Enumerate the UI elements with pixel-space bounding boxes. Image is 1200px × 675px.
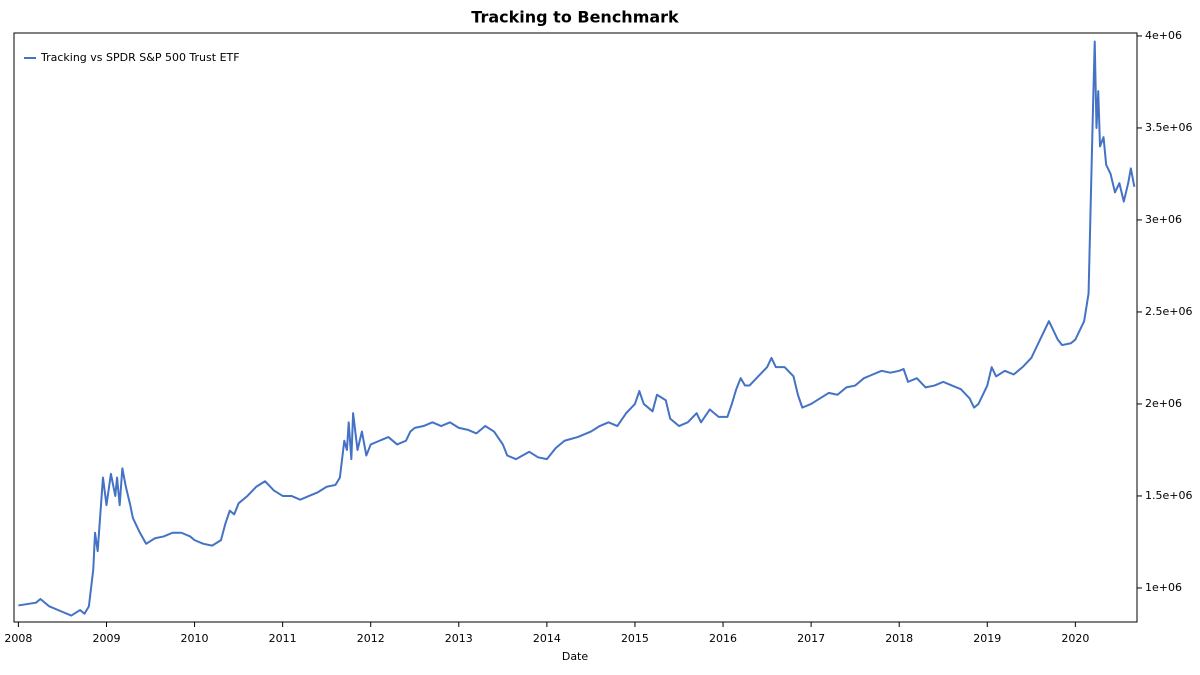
y-tick-label: 3.5e+06 xyxy=(1145,121,1192,134)
x-tick-label: 2020 xyxy=(1061,632,1089,645)
y-tick-label: 2e+06 xyxy=(1145,397,1182,410)
y-tick-label: 3e+06 xyxy=(1145,213,1182,226)
y-tick-label: 2.5e+06 xyxy=(1145,305,1192,318)
x-tick-label: 2012 xyxy=(357,632,385,645)
y-tick-label: 4e+06 xyxy=(1145,29,1182,42)
y-tick-label: 1.5e+06 xyxy=(1145,489,1192,502)
x-tick-label: 2011 xyxy=(269,632,297,645)
plot-frame xyxy=(13,32,1138,623)
x-tick-label: 2014 xyxy=(533,632,561,645)
x-tick-label: 2009 xyxy=(92,632,120,645)
x-tick-label: 2019 xyxy=(973,632,1001,645)
series-line xyxy=(18,40,1136,617)
x-tick-label: 2013 xyxy=(445,632,473,645)
x-tick-label: 2018 xyxy=(885,632,913,645)
x-axis-label: Date xyxy=(562,650,589,663)
legend-label: Tracking vs SPDR S&P 500 Trust ETF xyxy=(40,51,240,64)
x-tick-label: 2015 xyxy=(621,632,649,645)
x-tick-label: 2016 xyxy=(709,632,737,645)
chart-title: Tracking to Benchmark xyxy=(471,8,679,27)
x-tick-label: 2008 xyxy=(4,632,32,645)
y-tick-label: 1e+06 xyxy=(1145,581,1182,594)
x-tick-label: 2017 xyxy=(797,632,825,645)
x-tick-label: 2010 xyxy=(181,632,209,645)
